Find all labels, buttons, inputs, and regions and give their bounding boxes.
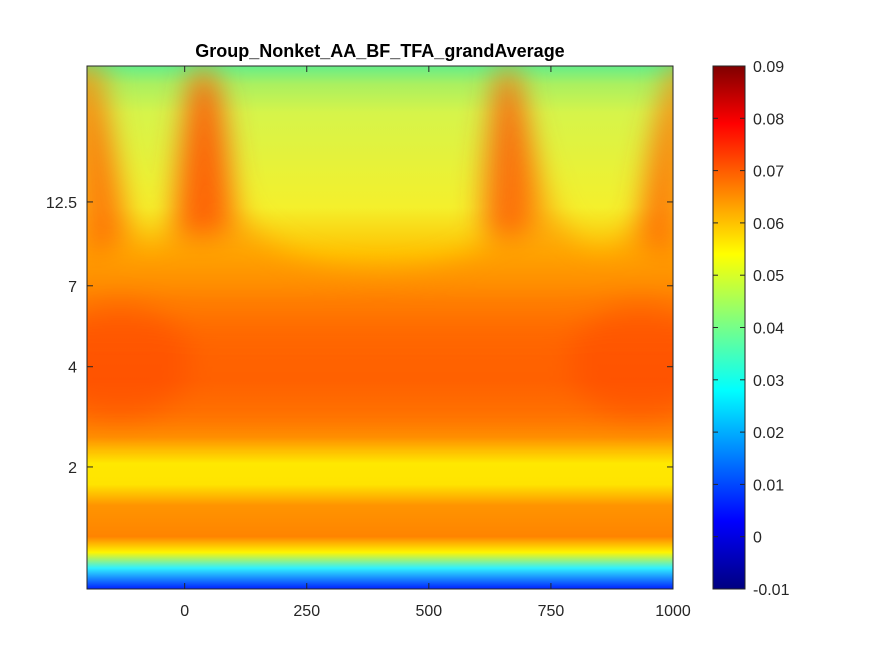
x-tick-label: 500 [415, 603, 442, 620]
heatmap-shapes [87, 66, 673, 430]
colorbar-tick-label: -0.01 [753, 582, 790, 599]
y-tick-label: 7 [68, 279, 77, 296]
colorbar-tick-label: 0.02 [753, 425, 784, 442]
colorbar-tick-label: 0.07 [753, 164, 784, 181]
heatmap-peak-4 [638, 75, 673, 260]
colorbar-tick-label: 0.09 [753, 59, 784, 76]
plot-area: 0 250 500 750 1000 12.5 7 4 2 Group_Nonket_AA_B… [46, 41, 691, 620]
heatmap [87, 66, 673, 589]
x-tick-label: 250 [293, 603, 320, 620]
heatmap-peak-2 [175, 72, 232, 238]
y-tick-label: 12.5 [46, 195, 77, 212]
heatmap-warm-left [87, 300, 190, 420]
colorbar-tick-label: 0.03 [753, 373, 784, 390]
x-tick-label: 1000 [655, 603, 691, 620]
heatmap-peak-3 [482, 72, 533, 238]
colorbar-tick-label: 0.04 [753, 321, 784, 338]
colorbar: 0.09 0.08 0.07 0.06 0.05 0.04 0.03 0.02 0.01 0 -0.… [712, 59, 790, 599]
colorbar-gradient [713, 66, 745, 589]
colorbar-tick-label: 0.01 [753, 477, 784, 494]
heatmap-peak-1 [87, 75, 122, 260]
y-axis-ticks: 12.5 7 4 2 [46, 195, 673, 477]
colorbar-tick-label: 0.06 [753, 216, 784, 233]
x-axis-ticks: 0 250 500 750 1000 [180, 66, 691, 620]
chart-title: Group_Nonket_AA_BF_TFA_grandAverage [195, 41, 564, 61]
x-tick-label: 750 [538, 603, 565, 620]
colorbar-tick-label: 0.05 [753, 268, 784, 285]
colorbar-ticks: 0.09 0.08 0.07 0.06 0.05 0.04 0.03 0.02 0.01 0 -0.… [713, 59, 790, 599]
y-tick-label: 4 [68, 360, 77, 377]
plot-frame [86, 65, 674, 590]
colorbar-tick-label: 0 [753, 530, 762, 547]
y-tick-label: 2 [68, 460, 77, 477]
heatmap-warm-right [570, 300, 673, 420]
colorbar-tick-label: 0.08 [753, 111, 784, 128]
x-tick-label: 0 [180, 603, 189, 620]
